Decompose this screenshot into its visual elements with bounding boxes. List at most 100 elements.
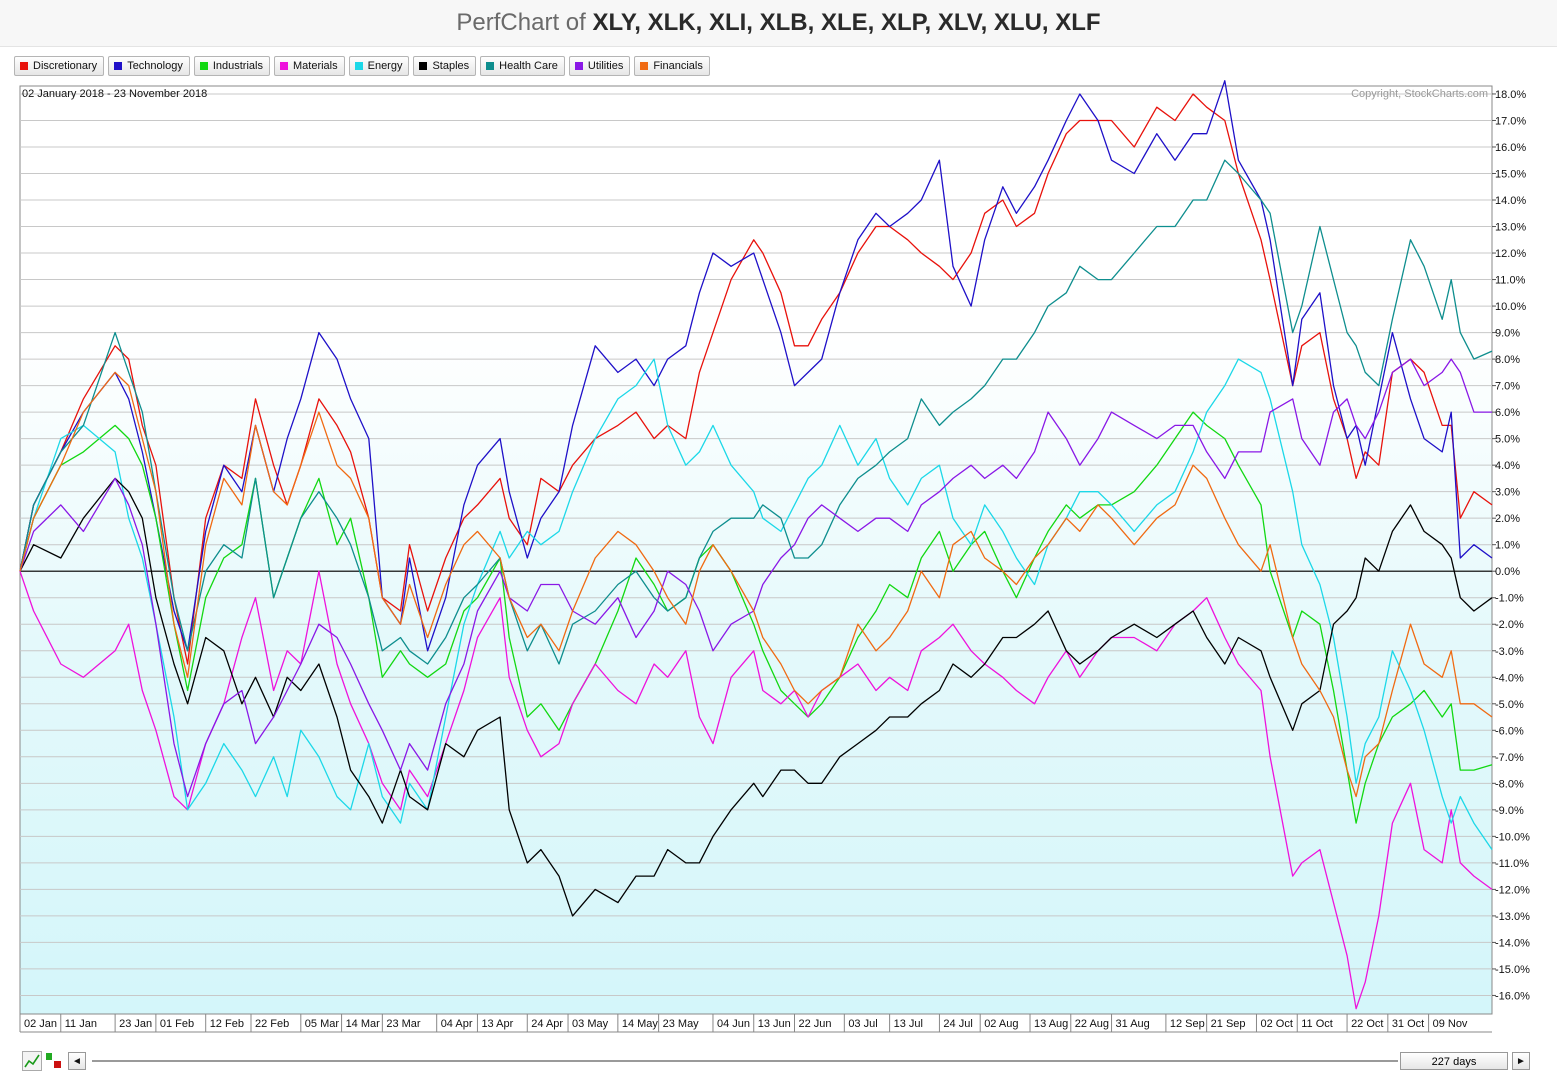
series-line-health-care bbox=[19, 159, 1493, 665]
legend-item-materials[interactable]: Materials bbox=[273, 56, 345, 76]
y-tick-label: -9.0% bbox=[1495, 805, 1524, 817]
title-symbols: XLY, XLK, XLI, XLB, XLE, XLP, XLV, XLU, … bbox=[592, 9, 1101, 36]
perf-chart-svg: 18.0% 17.0% 16.0% 15.0% 14.0% 13.0% 12.0% 11.0%… bbox=[19, 80, 1530, 1033]
chart-title: PerfChart of XLY, XLK, XLI, XLB, XLE, XL… bbox=[0, 0, 1557, 47]
x-tick-label: 11 Jan bbox=[65, 1018, 97, 1030]
x-tick-label: 21 Sep bbox=[1211, 1018, 1246, 1030]
x-tick-label: 23 Jan bbox=[119, 1018, 152, 1030]
scroll-left-button[interactable]: ◄ bbox=[68, 1052, 86, 1070]
x-tick-label: 02 Aug bbox=[984, 1018, 1018, 1030]
series-line-utilities bbox=[19, 358, 1492, 798]
legend-label: Discretionary bbox=[33, 60, 98, 72]
y-tick-label: 4.0% bbox=[1495, 460, 1520, 472]
y-tick-label: 17.0% bbox=[1495, 115, 1526, 127]
series-line-technology bbox=[19, 80, 1493, 652]
legend-swatch bbox=[114, 62, 123, 70]
legend-swatch bbox=[279, 62, 288, 70]
legend-label: Energy bbox=[367, 60, 403, 72]
y-tick-label: 8.0% bbox=[1495, 354, 1520, 366]
y-tick-label: 7.0% bbox=[1495, 381, 1520, 393]
y-tick-label: 6.0% bbox=[1495, 407, 1520, 419]
x-tick-label: 13 Jun bbox=[758, 1018, 791, 1030]
y-tick-label: 16.0% bbox=[1495, 142, 1526, 154]
y-tick-label: 2.0% bbox=[1495, 513, 1520, 525]
y-tick-label: 5.0% bbox=[1495, 434, 1520, 446]
scroll-right-button[interactable]: ► bbox=[1512, 1052, 1530, 1070]
y-tick-label: -1.0% bbox=[1495, 593, 1524, 605]
legend-item-health-care[interactable]: Health Care bbox=[480, 56, 565, 76]
y-tick-label: 11.0% bbox=[1495, 275, 1526, 287]
legend-swatch bbox=[486, 62, 495, 70]
legend-item-industrials[interactable]: Industrials bbox=[193, 56, 270, 76]
bar-toggle-icon[interactable] bbox=[44, 1051, 64, 1071]
y-tick-label: -2.0% bbox=[1495, 619, 1524, 631]
x-tick-label: 31 Aug bbox=[1116, 1018, 1150, 1030]
date-scroll-track[interactable] bbox=[92, 1060, 1398, 1062]
days-range-control[interactable]: 227 days bbox=[1400, 1052, 1508, 1070]
legend-swatch bbox=[354, 62, 363, 70]
legend-label: Materials bbox=[292, 60, 338, 72]
legend-item-technology[interactable]: Technology bbox=[108, 56, 190, 76]
x-tick-label: 13 Apr bbox=[481, 1018, 513, 1030]
y-tick-label: 13.0% bbox=[1495, 222, 1526, 234]
x-tick-label: 04 Jun bbox=[717, 1018, 750, 1030]
series-line-energy bbox=[19, 358, 1493, 850]
x-tick-label: 12 Sep bbox=[1170, 1018, 1205, 1030]
legend-item-discretionary[interactable]: Discretionary bbox=[14, 56, 105, 76]
legend-swatch bbox=[199, 62, 208, 70]
legend-item-energy[interactable]: Energy bbox=[348, 56, 410, 76]
x-tick-label: 14 May bbox=[622, 1018, 659, 1030]
x-tick-label: 09 Nov bbox=[1433, 1018, 1468, 1030]
x-tick-label: 02 Jan bbox=[24, 1018, 57, 1030]
legend-label: Industrials bbox=[212, 60, 263, 72]
bottom-toolbar: ◄ 227 days ► bbox=[0, 1047, 1557, 1077]
x-tick-label: 12 Feb bbox=[210, 1018, 244, 1030]
series-line-staples bbox=[19, 477, 1493, 917]
y-tick-label: -14.0% bbox=[1495, 937, 1530, 949]
y-tick-label: -15.0% bbox=[1495, 964, 1530, 976]
x-tick-label: 24 Jul bbox=[943, 1018, 972, 1030]
x-tick-label: 22 Feb bbox=[255, 1018, 289, 1030]
x-tick-label: 03 May bbox=[572, 1018, 609, 1030]
y-tick-label: -4.0% bbox=[1495, 672, 1524, 684]
y-tick-label: -3.0% bbox=[1495, 646, 1524, 658]
legend-label: Technology bbox=[127, 60, 183, 72]
chart-area: 18.0% 17.0% 16.0% 15.0% 14.0% 13.0% 12.0% 11.0%… bbox=[0, 78, 1557, 1040]
legend-item-utilities[interactable]: Utilities bbox=[568, 56, 631, 76]
y-tick-label: -6.0% bbox=[1495, 725, 1524, 737]
legend-item-financials[interactable]: Financials bbox=[634, 56, 710, 76]
y-tick-label: -12.0% bbox=[1495, 884, 1530, 896]
legend-item-staples[interactable]: Staples bbox=[413, 56, 477, 76]
y-tick-label: -5.0% bbox=[1495, 699, 1524, 711]
x-tick-label: 13 Jul bbox=[894, 1018, 923, 1030]
line-chart-icon[interactable] bbox=[22, 1051, 42, 1071]
plot-area bbox=[19, 85, 1493, 1015]
x-tick-label: 14 Mar bbox=[346, 1018, 381, 1030]
y-tick-label: 15.0% bbox=[1495, 168, 1526, 180]
y-tick-label: 0.0% bbox=[1495, 566, 1520, 578]
legend-label: Financials bbox=[653, 60, 703, 72]
y-tick-label: 10.0% bbox=[1495, 301, 1526, 313]
x-tick-label: 22 Aug bbox=[1075, 1018, 1109, 1030]
title-prefix: PerfChart of bbox=[456, 9, 586, 36]
legend-label: Staples bbox=[432, 60, 470, 72]
y-tick-label: 9.0% bbox=[1495, 328, 1520, 340]
y-tick-label: 18.0% bbox=[1495, 89, 1526, 101]
series-line-materials bbox=[19, 570, 1493, 1010]
y-tick-label: -11.0% bbox=[1495, 858, 1529, 870]
x-tick-label: 11 Oct bbox=[1301, 1018, 1333, 1030]
x-tick-label: 22 Jun bbox=[798, 1018, 831, 1030]
x-tick-label: 13 Aug bbox=[1034, 1018, 1068, 1030]
x-tick-label: 23 Mar bbox=[386, 1018, 421, 1030]
y-tick-label: 14.0% bbox=[1495, 195, 1526, 207]
y-tick-label: -13.0% bbox=[1495, 911, 1530, 923]
legend-swatch bbox=[640, 62, 649, 70]
legend-swatch bbox=[574, 62, 583, 70]
x-tick-label: 22 Oct bbox=[1351, 1018, 1383, 1030]
x-tick-label: 24 Apr bbox=[531, 1018, 563, 1030]
x-tick-label: 05 Mar bbox=[305, 1018, 340, 1030]
x-tick-label: 31 Oct bbox=[1392, 1018, 1424, 1030]
y-tick-label: -10.0% bbox=[1495, 831, 1530, 843]
x-tick-label: 02 Oct bbox=[1260, 1018, 1292, 1030]
legend-label: Health Care bbox=[499, 60, 558, 72]
